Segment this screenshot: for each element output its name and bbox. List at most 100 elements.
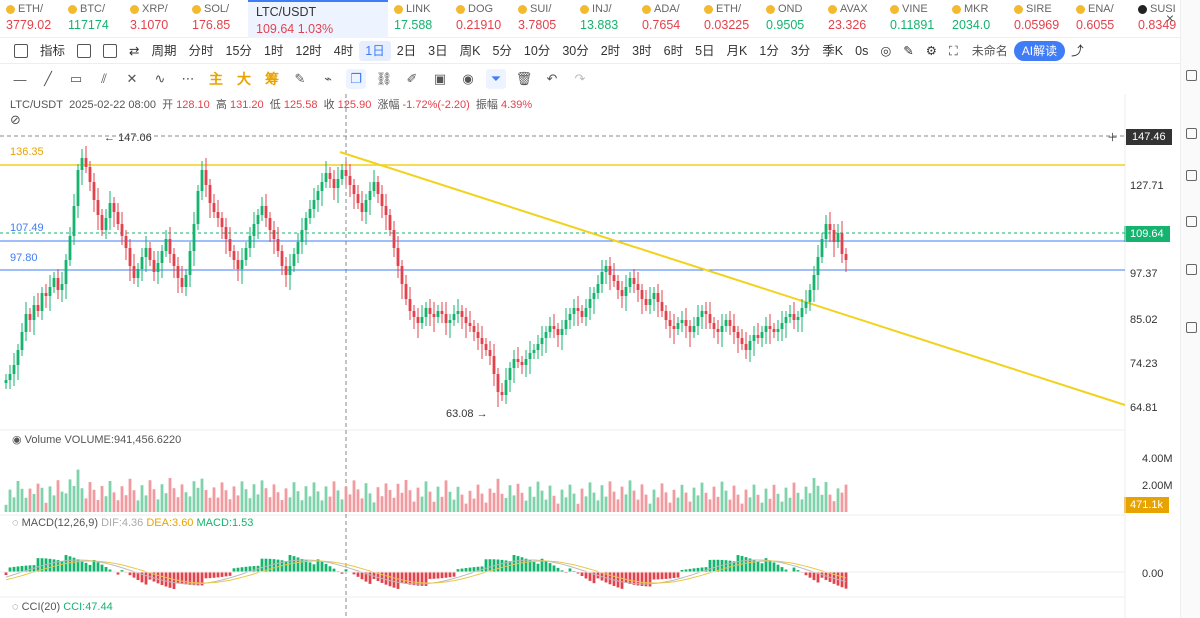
macd-bar [536, 563, 540, 572]
link-icon[interactable]: ⛓ [375, 71, 393, 86]
interval-button[interactable]: 2日 [396, 43, 417, 58]
ticker-item[interactable]: INJ/13.883 [574, 0, 636, 38]
filter-icon[interactable]: ⏷ [486, 69, 506, 89]
horizontal-line-icon[interactable]: — [13, 71, 27, 87]
ticker-item[interactable]: LTC/USDT 109.64 1.03% [248, 0, 388, 38]
seconds-label[interactable]: 0s [855, 43, 869, 58]
compare-icon[interactable]: ⇄ [129, 43, 140, 58]
trend-line-icon[interactable]: ╱ [44, 71, 52, 86]
interval-button[interactable]: 1时 [263, 43, 284, 58]
interval-button[interactable]: 5分 [492, 43, 512, 58]
period-button[interactable]: 周期 [151, 43, 177, 58]
macd-bar [484, 559, 488, 572]
more-tools-icon[interactable]: ⋯ [181, 71, 195, 86]
big-order-button[interactable]: 大 [237, 71, 251, 87]
layout-name[interactable]: 未命名 [971, 44, 1008, 58]
chip-button[interactable]: 筹 [265, 71, 279, 87]
panel-icon[interactable] [1186, 70, 1197, 81]
macd-bar [132, 572, 136, 578]
volume-bar [132, 490, 136, 512]
candle-body [664, 311, 668, 320]
interval-button[interactable]: 5日 [695, 43, 715, 58]
settings-side-icon[interactable] [1186, 322, 1197, 333]
ticker-item[interactable]: BTC/117174 [62, 0, 124, 38]
layout-icon[interactable] [103, 43, 118, 58]
interval-button[interactable]: 月K [726, 43, 748, 58]
pen-icon[interactable]: ✎ [903, 43, 914, 58]
parallel-lines-icon[interactable]: ⫽ [101, 71, 107, 86]
calendar-icon[interactable] [77, 43, 92, 58]
eye-icon[interactable]: ◉ [462, 71, 474, 86]
redo-icon[interactable]: ↷ [574, 71, 586, 86]
trash-icon[interactable]: 🗑 [515, 71, 533, 86]
interval-button[interactable]: 季K [822, 43, 844, 58]
interval-button[interactable]: 15分 [225, 43, 252, 58]
ticker-item[interactable]: SOL/176.85 [186, 0, 248, 38]
camera-icon[interactable]: ◎ [880, 43, 892, 58]
ticker-item[interactable]: SUSI 0.8349 [1132, 0, 1194, 38]
copy-icon[interactable]: ❐ [346, 69, 366, 89]
interval-button[interactable]: 4时 [333, 43, 354, 58]
interval-button[interactable]: 3日 [428, 43, 448, 58]
interval-button[interactable]: 1分 [759, 43, 779, 58]
interval-button[interactable]: 2时 [600, 43, 621, 58]
brush-icon[interactable]: ✐ [406, 71, 418, 86]
cross-lines-icon[interactable]: ✕ [126, 71, 138, 86]
ticker-item[interactable]: MKR 2034.0 [946, 0, 1008, 38]
ai-analysis-button[interactable]: AI解读 [1013, 40, 1066, 61]
ticker-item[interactable]: ETH/3779.02 [0, 0, 62, 38]
candle-body [668, 320, 672, 326]
main-force-button[interactable]: 主 [209, 71, 223, 87]
lock-icon[interactable]: ▣ [433, 71, 447, 86]
ticker-item[interactable]: VINE 0.11891 [884, 0, 946, 38]
chart-type-icon[interactable] [14, 43, 28, 58]
add-alert-icon[interactable]: ＋ [1107, 132, 1118, 144]
eye-icon[interactable]: ◉ [12, 434, 22, 446]
indicators-button[interactable]: 指标 [40, 43, 66, 58]
volume-bar [20, 488, 24, 512]
interval-button[interactable]: 1日 [359, 40, 391, 61]
bell-icon[interactable]: ◌ [12, 517, 19, 529]
volume-bar [556, 503, 560, 512]
volume-bar [788, 497, 792, 512]
gear-icon[interactable]: ⚙ [925, 43, 937, 58]
interval-button[interactable]: 周K [459, 43, 481, 58]
interval-button[interactable]: 分时 [188, 43, 214, 58]
undo-icon[interactable]: ↶ [546, 71, 558, 86]
bell-icon[interactable]: ◌ [12, 601, 19, 613]
fullscreen-icon[interactable]: ⛶ [948, 43, 958, 58]
calc-icon[interactable] [1186, 128, 1197, 139]
interval-button[interactable]: 10分 [523, 43, 551, 58]
calendar-side-icon[interactable] [1186, 264, 1197, 275]
ticker-item[interactable]: ENA/0.6055 [1070, 0, 1132, 38]
bell-icon[interactable] [1186, 170, 1197, 181]
edit-icon[interactable]: ✎ [294, 71, 306, 86]
share-icon[interactable]: ⤴ [1071, 43, 1084, 58]
interval-button[interactable]: 30分 [562, 43, 589, 58]
kline-chart[interactable] [0, 94, 1180, 618]
volume-bar [728, 499, 732, 512]
interval-button[interactable]: 12时 [295, 43, 322, 58]
alert-icon[interactable] [1186, 216, 1197, 227]
ticker-item[interactable]: ADA/0.7654 [636, 0, 698, 38]
collapse-toggle-icon[interactable]: ⊘ [10, 112, 21, 127]
interval-button[interactable]: 3分 [790, 43, 811, 58]
ruler-icon[interactable]: ▭ [69, 71, 83, 86]
close-icon[interactable]: × [1165, 10, 1174, 26]
ticker-item[interactable]: OND 0.9505 [760, 0, 822, 38]
macd-bar [328, 566, 332, 572]
macd-bar [792, 567, 796, 572]
volume-bar [144, 495, 148, 512]
ticker-item[interactable]: SIRE 0.05969 [1008, 0, 1070, 38]
ticker-item[interactable]: AVAX 23.326 [822, 0, 884, 38]
macd-bar [440, 572, 444, 579]
ticker-item[interactable]: DOG 0.21910 [450, 0, 512, 38]
interval-button[interactable]: 6时 [663, 43, 684, 58]
magnet-icon[interactable]: ⌁ [324, 71, 332, 86]
interval-button[interactable]: 3时 [632, 43, 652, 58]
ticker-item[interactable]: SUI/3.7805 [512, 0, 574, 38]
wave-icon[interactable]: ∿ [154, 71, 166, 86]
ticker-item[interactable]: ETH/0.03225 [698, 0, 760, 38]
ticker-item[interactable]: LINK 17.588 [388, 0, 450, 38]
ticker-item[interactable]: XRP/3.1070 [124, 0, 186, 38]
